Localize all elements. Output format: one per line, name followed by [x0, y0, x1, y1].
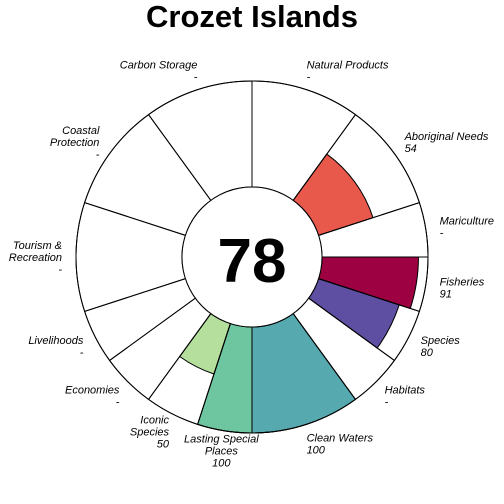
outer-circle	[75, 80, 429, 434]
petal-name-line: Livelihoods	[28, 335, 84, 347]
petal-name-line: Fisheries	[440, 277, 485, 289]
petal-labels-layer: Natural Products -Aboriginal Needs 54Maric…	[9, 60, 494, 470]
petal-value-label: -	[385, 397, 389, 409]
petal-label-carbon-storage: Carbon Storage -	[120, 60, 198, 84]
petal-value-label: -	[96, 149, 100, 161]
petal-value-label: -	[58, 264, 62, 276]
petal-name-line: Aboriginal Needs	[404, 131, 489, 143]
petal-label-clean-waters: Clean Waters 100	[307, 432, 374, 456]
petal-name-line: Places	[205, 446, 239, 458]
petal-fill-iconic-species	[179, 313, 231, 374]
petal-fill-species	[308, 278, 400, 348]
petal-label-habitats: Habitats -	[385, 385, 426, 409]
chart-title: Crozet Islands	[146, 0, 358, 34]
petal-value-label: -	[307, 72, 311, 84]
petal-fill-clean-waters	[252, 313, 356, 433]
petal-name-line: Species	[421, 335, 461, 347]
petal-value-label: 100	[307, 444, 326, 456]
petal-name-line: Protection	[50, 137, 100, 149]
petal-name-line: Clean Waters	[307, 432, 374, 444]
petal-name-line: Economies	[65, 385, 120, 397]
petal-name-line: Natural Products	[307, 60, 389, 72]
petal-fill-lasting-special-places	[197, 323, 252, 433]
petal-label-economies: Economies -	[65, 385, 120, 409]
petal-fill-fisheries	[318, 257, 419, 309]
petal-label-mariculture: Mariculture -	[440, 215, 494, 239]
petal-value-label: -	[194, 72, 198, 84]
petal-label-tourism-recreation: Tourism & Recreation -	[9, 240, 63, 276]
overall-score: 78	[218, 227, 287, 296]
petal-label-natural-products: Natural Products -	[307, 60, 389, 84]
petal-outline-tourism-recreation	[75, 201, 187, 313]
petal-value-label: 50	[157, 439, 170, 451]
inner-circle	[181, 186, 323, 328]
petal-name-line: Species	[130, 427, 170, 439]
petal-label-coastal-protection: Coastal Protection -	[50, 125, 100, 161]
petal-label-iconic-species: Iconic Species 50	[130, 415, 170, 451]
petal-name-line: Recreation	[9, 252, 62, 264]
petal-value-label: 91	[440, 289, 452, 301]
petal-outline-carbon-storage	[147, 80, 253, 202]
petal-name-line: Iconic	[140, 415, 169, 427]
petal-value-label: -	[80, 347, 84, 359]
petal-fill-aboriginal-needs	[293, 154, 374, 236]
petal-label-livelihoods: Livelihoods -	[28, 335, 84, 359]
petal-name-line: Coastal	[62, 125, 100, 137]
petal-name-line: Mariculture	[440, 215, 494, 227]
petal-label-species: Species 80	[421, 335, 461, 359]
petal-value-label: 80	[421, 347, 434, 359]
petal-value-label: 100	[212, 458, 231, 470]
petal-label-aboriginal-needs: Aboriginal Needs 54	[404, 131, 489, 155]
petal-name-line: Carbon Storage	[120, 60, 198, 72]
petal-name-line: Tourism &	[13, 240, 62, 252]
petal-label-lasting-special-places: Lasting Special Places 100	[184, 434, 259, 470]
petal-name-line: Habitats	[385, 385, 426, 397]
petal-value-label: -	[440, 227, 444, 239]
petal-name-line: Lasting Special	[184, 434, 259, 446]
petal-label-fisheries: Fisheries 91	[440, 277, 485, 301]
petal-value-label: 54	[405, 143, 417, 155]
petal-value-label: -	[116, 397, 120, 409]
petals-layer	[179, 154, 419, 433]
